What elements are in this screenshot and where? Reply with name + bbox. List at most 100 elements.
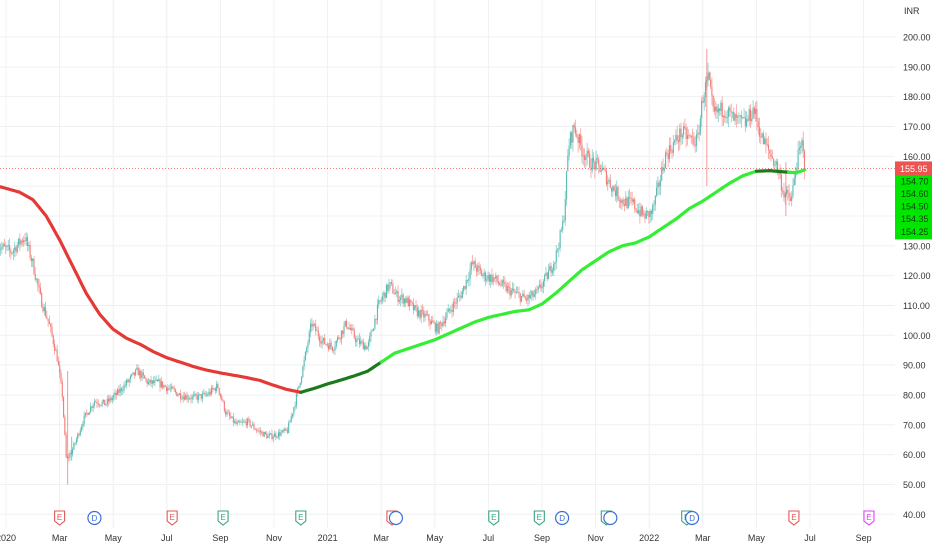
candle-body <box>109 397 111 402</box>
x-tick-label: May <box>748 533 766 543</box>
candle-body <box>697 133 699 135</box>
candle-body <box>601 167 604 171</box>
candle-body <box>459 295 461 297</box>
moving-average-segment <box>0 185 303 394</box>
candle-body <box>681 135 683 138</box>
candle-body <box>11 253 13 254</box>
candle-body <box>111 397 114 401</box>
candle-body <box>303 359 305 367</box>
candle-body <box>554 261 556 264</box>
candle-body <box>674 140 676 143</box>
y-tick-label: 100.00 <box>903 331 931 341</box>
candle-body <box>613 186 615 191</box>
x-tick-label: Mar <box>695 533 711 543</box>
candle-body <box>24 240 26 241</box>
candle-body <box>137 367 139 376</box>
event-letter: E <box>169 513 174 522</box>
candle-body <box>523 293 525 298</box>
candle-body <box>254 428 256 430</box>
y-axis[interactable]: 200.00190.00180.00170.00160.00150.00140.… <box>895 33 932 520</box>
candle-body <box>338 337 340 339</box>
y-tick-label: 130.00 <box>903 241 931 251</box>
candle-body <box>701 101 703 119</box>
event-letter: E <box>220 513 225 522</box>
candle-body <box>560 230 563 231</box>
candle-body <box>788 192 790 199</box>
candle-body <box>692 136 694 138</box>
x-tick-label: Jul <box>804 533 816 543</box>
candle-body <box>461 291 463 299</box>
candle-body <box>173 388 175 390</box>
candle-body <box>317 330 319 337</box>
candle-body <box>177 394 179 396</box>
candle-body <box>764 138 766 145</box>
candle-body <box>218 387 220 394</box>
candle-body <box>666 152 668 154</box>
candle-body <box>26 237 29 246</box>
x-tick-label: Mar <box>373 533 389 543</box>
candle-body <box>394 293 397 295</box>
x-tick-label: May <box>105 533 123 543</box>
candle-body <box>418 310 420 317</box>
candle-body <box>154 380 156 384</box>
candle-body <box>612 186 614 192</box>
candle-body <box>511 288 514 291</box>
candle-body <box>212 387 214 390</box>
candle-body <box>699 118 701 135</box>
event-letter: E <box>298 513 303 522</box>
x-axis[interactable]: 2020 Mar May Jul Sep Nov 2021 Mar May Jul Sep Nov 20… <box>0 533 872 543</box>
candle-body <box>271 433 273 439</box>
candle-body <box>34 273 36 280</box>
candle-body <box>313 323 316 325</box>
candle-body <box>784 193 786 198</box>
candle-body <box>168 388 170 390</box>
candle-body <box>407 297 409 307</box>
candle-body <box>351 328 353 331</box>
candle-body <box>257 430 259 432</box>
candle-body <box>84 412 87 416</box>
candle-body <box>192 395 195 397</box>
current-price-label: 155.95 <box>900 164 928 174</box>
candle-body <box>29 245 31 258</box>
event-letter: D <box>689 514 695 523</box>
candle-body <box>225 410 227 415</box>
candle-body <box>77 433 79 439</box>
candle-body <box>167 388 169 391</box>
candle-body <box>302 366 304 377</box>
candle-body <box>437 323 439 334</box>
x-tick-label: 2021 <box>318 533 338 543</box>
candle-body <box>342 330 344 334</box>
candle-body <box>42 307 44 312</box>
candle-body <box>132 372 134 375</box>
y-tick-label: 170.00 <box>903 122 931 132</box>
candle-body <box>743 117 745 119</box>
candle-body <box>110 397 112 401</box>
candle-body <box>357 338 359 340</box>
candle-body <box>93 401 96 405</box>
candle-body <box>388 283 390 291</box>
candle-body <box>268 434 270 436</box>
candle-body <box>621 199 623 203</box>
candle-body <box>670 145 672 151</box>
candle-body <box>402 294 404 304</box>
candle-body <box>619 200 622 203</box>
candle-body <box>356 339 358 343</box>
candle-body <box>320 341 322 344</box>
candle-body <box>607 181 609 185</box>
candle-body <box>580 134 582 145</box>
candle-body <box>618 199 620 201</box>
candle-body <box>183 396 186 400</box>
candle-body <box>425 314 427 316</box>
candle-body <box>719 108 721 111</box>
candle-body <box>803 151 806 171</box>
candle-body <box>216 383 218 392</box>
candle-body <box>133 372 135 376</box>
candle-body <box>114 392 116 396</box>
candle-body <box>43 307 45 312</box>
candle-body <box>164 385 166 387</box>
candle-body <box>349 327 352 331</box>
candle-body <box>135 369 137 376</box>
candle-body <box>738 115 740 117</box>
event-letter: E <box>57 513 62 522</box>
